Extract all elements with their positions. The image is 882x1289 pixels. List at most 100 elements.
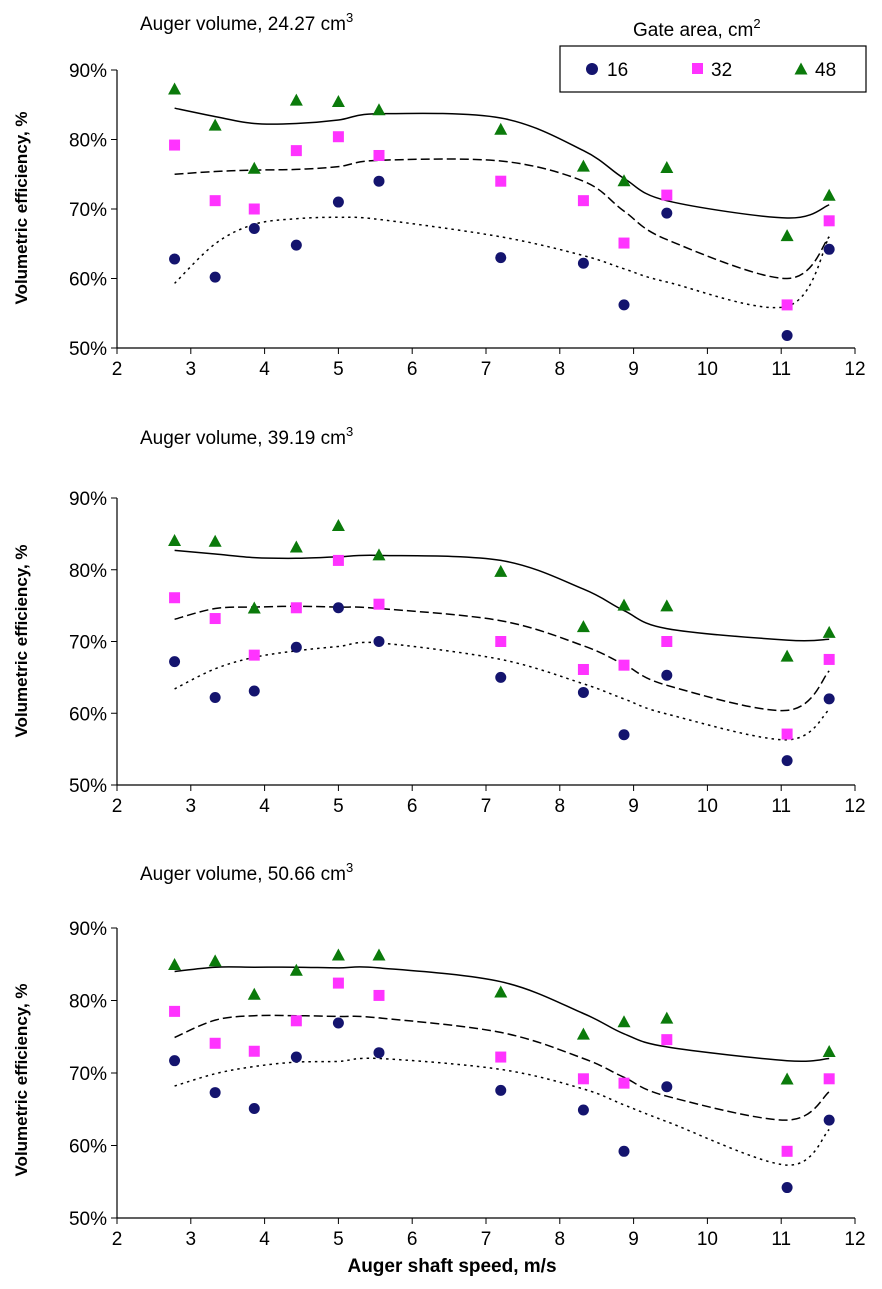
- data-point-48: [576, 620, 590, 633]
- y-tick-label: 50%: [69, 339, 107, 360]
- data-point-32: [373, 989, 385, 1001]
- y-tick-label: 70%: [69, 1064, 107, 1085]
- data-point-48: [331, 94, 345, 107]
- data-point-48: [494, 564, 508, 577]
- data-point-32: [332, 977, 344, 989]
- x-tick-label: 7: [481, 359, 492, 380]
- data-point-48: [331, 518, 345, 531]
- data-point-16: [209, 1087, 221, 1099]
- chart-panel-3: Auger volume, 50.66 cm3 Volumetric effic…: [12, 860, 866, 1277]
- data-point-48: [168, 534, 182, 547]
- data-point-16: [332, 1017, 344, 1029]
- legend-label-48: 48: [815, 60, 836, 81]
- data-point-32: [618, 1077, 630, 1089]
- data-point-48: [617, 598, 631, 611]
- data-point-48: [494, 985, 508, 998]
- legend-box: [559, 45, 867, 93]
- data-point-16: [169, 1055, 181, 1067]
- chart-title: Auger volume, 39.19 cm3: [140, 424, 353, 449]
- data-point-48: [289, 93, 303, 106]
- data-point-48: [494, 122, 508, 135]
- data-point-16: [495, 252, 507, 264]
- plot-area: 2 3 4 5 6 7 8 9 10 11 12 50% 60% 70% 80% 90%: [69, 489, 866, 817]
- data-point-32: [577, 195, 589, 207]
- x-tick-label: 2: [112, 1229, 123, 1250]
- x-tick-label: 3: [186, 1229, 197, 1250]
- y-axis-label: Volumetric efficiency, %: [12, 111, 31, 304]
- data-point-48: [247, 987, 261, 1000]
- data-point-16: [373, 175, 385, 187]
- legend-label-32: 32: [711, 60, 732, 81]
- data-point-16: [248, 685, 260, 697]
- x-tick-label: 7: [481, 796, 492, 817]
- legend-marker-48: [794, 62, 808, 75]
- x-tick-label: 8: [555, 1229, 566, 1250]
- x-tick-label: 6: [407, 359, 418, 380]
- data-point-48: [247, 601, 261, 614]
- data-point-16: [373, 1047, 385, 1059]
- data-point-16: [290, 1051, 302, 1063]
- data-point-32: [169, 592, 181, 604]
- plot-area: 2 3 4 5 6 7 8 9 10 11 12 50% 60% 70% 80% 90%: [69, 61, 866, 380]
- data-point-48: [822, 1044, 836, 1057]
- data-point-48: [660, 1011, 674, 1024]
- legend: Gate area, cm2 16 32 48: [559, 16, 867, 93]
- data-point-48: [168, 82, 182, 95]
- data-point-16: [781, 755, 793, 767]
- data-point-32: [169, 139, 181, 151]
- trend-line-32: [174, 605, 830, 712]
- data-point-32: [332, 554, 344, 566]
- data-point-16: [618, 299, 630, 311]
- data-point-16: [618, 729, 630, 741]
- chart-title: Auger volume, 24.27 cm3: [140, 10, 353, 35]
- x-tick-label: 4: [259, 359, 270, 380]
- data-point-32: [495, 175, 507, 187]
- y-tick-label: 50%: [69, 1209, 107, 1230]
- x-tick-label: 10: [697, 1229, 718, 1250]
- x-tick-label: 12: [844, 1229, 865, 1250]
- data-point-48: [168, 957, 182, 970]
- trend-line-16: [174, 216, 830, 309]
- x-tick-label: 9: [628, 1229, 639, 1250]
- data-point-32: [577, 1073, 589, 1085]
- trend-line-48: [174, 107, 830, 219]
- data-point-16: [823, 243, 835, 255]
- legend-marker-32: [692, 63, 703, 74]
- data-point-48: [331, 948, 345, 961]
- data-point-48: [372, 948, 386, 961]
- data-point-32: [661, 1034, 673, 1046]
- data-point-16: [618, 1145, 630, 1157]
- y-tick-label: 80%: [69, 561, 107, 582]
- x-tick-label: 6: [407, 1229, 418, 1250]
- chart-panel-2: Auger volume, 39.19 cm3 Volumetric effic…: [12, 424, 866, 817]
- x-tick-label: 7: [481, 1229, 492, 1250]
- x-tick-label: 11: [771, 359, 791, 380]
- data-point-48: [780, 229, 794, 242]
- data-point-16: [332, 602, 344, 614]
- data-point-32: [823, 1073, 835, 1085]
- data-point-16: [661, 1081, 673, 1093]
- x-tick-label: 2: [112, 359, 123, 380]
- trend-line-48: [174, 966, 830, 1062]
- x-tick-label: 6: [407, 796, 418, 817]
- data-point-48: [208, 118, 222, 131]
- x-tick-label: 5: [333, 796, 344, 817]
- data-point-16: [169, 253, 181, 265]
- data-point-48: [289, 540, 303, 553]
- data-point-32: [290, 602, 302, 614]
- data-point-48: [617, 174, 631, 187]
- x-tick-label: 10: [697, 359, 718, 380]
- data-point-48: [576, 159, 590, 172]
- x-tick-label: 12: [844, 359, 865, 380]
- trend-line-32: [174, 1014, 830, 1121]
- y-tick-label: 90%: [69, 919, 107, 940]
- data-point-32: [618, 237, 630, 249]
- data-point-32: [823, 215, 835, 227]
- data-point-32: [823, 653, 835, 665]
- data-point-32: [169, 1005, 181, 1017]
- data-point-16: [577, 1104, 589, 1116]
- data-point-16: [577, 686, 589, 698]
- data-point-16: [661, 207, 673, 219]
- y-tick-label: 60%: [69, 270, 107, 291]
- data-point-32: [781, 1145, 793, 1157]
